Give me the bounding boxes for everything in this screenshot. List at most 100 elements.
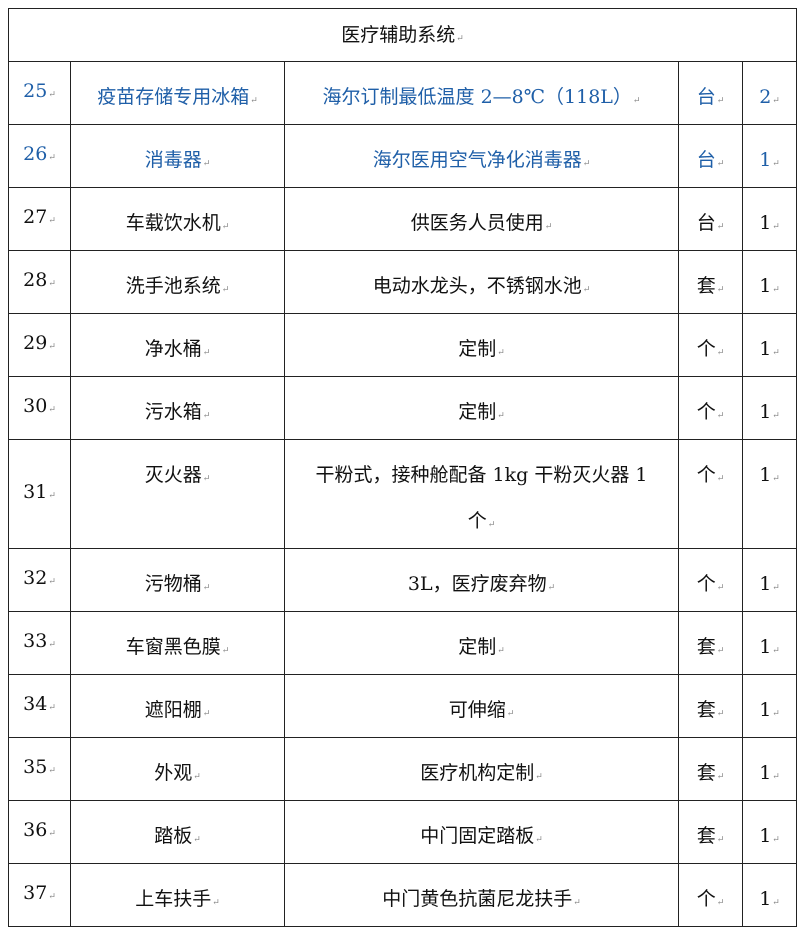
item-name-cell: 疫苗存储专用冰箱 [70,61,285,125]
item-name-cell: 消毒器 [70,124,285,188]
item-unit: 套 [697,636,725,658]
item-unit-cell: 个 [678,548,743,612]
item-quantity: 1 [759,212,780,234]
item-number: 30 [23,395,56,417]
item-spec-cell: 供医务人员使用 [284,187,679,251]
item-quantity-cell: 1 [741,548,798,612]
item-number-cell: 26 [8,124,71,188]
item-number-cell: 37 [8,863,71,927]
item-spec: 中门黄色抗菌尼龙扶手 [382,888,581,910]
item-number: 37 [23,882,56,904]
section-title: 医疗辅助系统 [341,24,464,46]
item-quantity-cell: 1 [741,737,798,801]
item-unit: 套 [697,825,725,847]
item-unit: 套 [697,699,725,721]
item-number: 33 [23,630,56,652]
table-row: 33 车窗黑色膜 定制 套 1 [8,611,798,675]
item-spec-cell: 中门黄色抗菌尼龙扶手 [284,863,679,927]
item-number-cell: 27 [8,187,71,251]
item-quantity: 1 [759,464,780,486]
item-spec: 干粉式，接种舱配备 1kg 干粉灭火器 1 个 [312,452,652,548]
item-number-cell: 28 [8,250,71,314]
item-number: 27 [23,206,56,228]
item-quantity: 2 [759,86,780,108]
item-quantity-cell: 1 [741,800,798,864]
item-number-cell: 36 [8,800,71,864]
item-unit: 台 [697,149,725,171]
item-spec: 3L，医疗废弃物 [408,573,555,595]
item-name: 疫苗存储专用冰箱 [97,86,258,108]
item-unit: 个 [697,338,725,360]
item-unit: 个 [697,888,725,910]
item-quantity-cell: 2 [741,61,798,125]
table-row: 36 踏板 中门固定踏板 套 1 [8,800,798,864]
equipment-table: 医疗辅助系统 25 疫苗存储专用冰箱 海尔订制最低温度 2—8℃（118L） 台 2 26… [7,8,798,927]
item-name: 灭火器 [145,464,211,486]
item-name: 踏板 [154,825,201,847]
item-unit-cell: 套 [678,674,743,738]
item-unit: 个 [697,401,725,423]
item-quantity-cell: 1 [741,313,798,377]
item-spec: 供医务人员使用 [411,212,553,234]
item-quantity: 1 [759,338,780,360]
item-name: 污物桶 [145,573,211,595]
item-unit-cell: 套 [678,611,743,675]
table-row: 29 净水桶 定制 个 1 [8,313,798,377]
item-quantity: 1 [759,888,780,910]
item-quantity-cell: 1 [741,250,798,314]
item-unit: 个 [697,464,725,486]
item-unit-cell: 台 [678,61,743,125]
item-unit: 个 [697,573,725,595]
item-number: 34 [23,693,56,715]
item-spec-cell: 定制 [284,611,679,675]
item-quantity: 1 [759,699,780,721]
item-spec-cell: 定制 [284,376,679,440]
item-spec-cell: 医疗机构定制 [284,737,679,801]
table-row: 37 上车扶手 中门黄色抗菌尼龙扶手 个 1 [8,863,798,927]
item-spec-cell: 3L，医疗废弃物 [284,548,679,612]
item-spec-cell: 定制 [284,313,679,377]
item-name-cell: 污水箱 [70,376,285,440]
item-unit-cell: 个 [678,313,743,377]
item-number-cell: 29 [8,313,71,377]
item-name: 遮阳棚 [145,699,211,721]
item-name-cell: 污物桶 [70,548,285,612]
item-quantity: 1 [759,636,780,658]
item-spec-cell: 干粉式，接种舱配备 1kg 干粉灭火器 1 个 [284,439,679,549]
item-unit-cell: 套 [678,800,743,864]
item-spec-cell: 电动水龙头，不锈钢水池 [284,250,679,314]
table-row: 25 疫苗存储专用冰箱 海尔订制最低温度 2—8℃（118L） 台 2 [8,61,798,125]
item-unit: 套 [697,275,725,297]
item-number-cell: 32 [8,548,71,612]
item-quantity: 1 [759,573,780,595]
item-number: 35 [23,756,56,778]
item-spec-cell: 中门固定踏板 [284,800,679,864]
item-name-cell: 灭火器 [70,439,285,549]
item-quantity: 1 [759,149,780,171]
item-unit: 台 [697,86,725,108]
item-name: 消毒器 [145,149,211,171]
section-header-row: 医疗辅助系统 [7,8,798,62]
item-quantity-cell: 1 [741,376,798,440]
item-unit-cell: 台 [678,124,743,188]
item-spec: 定制 [458,401,505,423]
item-spec: 电动水龙头，不锈钢水池 [373,275,591,297]
item-quantity: 1 [759,762,780,784]
item-name-cell: 踏板 [70,800,285,864]
item-number: 29 [23,332,56,354]
item-number: 25 [23,80,56,102]
item-name: 上车扶手 [135,888,220,910]
item-quantity: 1 [759,401,780,423]
item-name: 车载饮水机 [126,212,230,234]
item-number-cell: 25 [8,61,71,125]
item-number-cell: 30 [8,376,71,440]
item-name-cell: 车载饮水机 [70,187,285,251]
table-row: 34 遮阳棚 可伸缩 套 1 [8,674,798,738]
item-name: 洗手池系统 [126,275,230,297]
item-number: 28 [23,269,56,291]
item-spec: 海尔医用空气净化消毒器 [373,149,591,171]
item-name-cell: 洗手池系统 [70,250,285,314]
item-name: 污水箱 [145,401,211,423]
item-spec: 定制 [458,636,505,658]
item-quantity-cell: 1 [741,187,798,251]
